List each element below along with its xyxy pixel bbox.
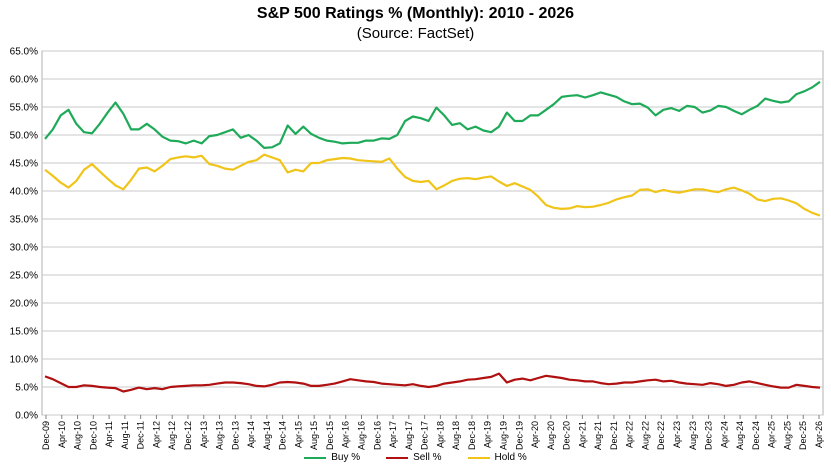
x-tick-label: Dec-24 [751,421,761,450]
series-buy-line [44,80,821,149]
plot-area [41,50,824,416]
legend-label-hold: Hold % [494,452,527,463]
x-tick-label: Apr-26 [814,421,824,448]
x-tick-label: Apr-23 [672,421,682,448]
y-tick-label: 65.0% [10,47,38,58]
x-tick-label: Aug-19 [498,421,508,450]
x-tick-label: Dec-09 [41,421,51,450]
x-tick-label: Dec-17 [420,421,430,450]
legend-label-buy: Buy % [331,452,361,463]
y-tick-label: 55.0% [10,103,38,114]
x-tick-label: Aug-25 [782,421,792,450]
legend-label-sell: Sell % [413,452,442,463]
x-tick-label: Aug-20 [546,421,556,450]
x-tick-label: Dec-22 [656,421,666,450]
legend-swatch-hold [467,456,490,459]
x-tick-label: Apr-15 [293,421,303,448]
x-tick-label: Dec-18 [467,421,477,450]
x-tick-label: Dec-25 [798,421,808,450]
x-tick-label: Apr-13 [199,421,209,448]
x-tick-label: Apr-18 [435,421,445,448]
legend-swatch-buy [304,456,327,459]
x-tick-label: Apr-14 [246,421,256,448]
y-tick-label: 20.0% [10,299,38,310]
y-tick-label: 35.0% [10,215,38,226]
x-tick-label: Aug-23 [688,421,698,450]
y-tick-label: 10.0% [10,355,38,366]
x-tick-label: Apr-10 [57,421,67,448]
x-tick-label: Aug-11 [120,421,130,449]
x-tick-label: Aug-21 [593,421,603,450]
legend-item-sell: Sell % [386,452,442,463]
x-tick-label: Aug-15 [309,421,319,450]
y-tick-label: 45.0% [10,159,38,170]
x-tick-label: Dec-11 [136,421,146,449]
y-tick-label: 5.0% [15,383,38,394]
chart-subtitle: (Source: FactSet) [356,25,475,42]
x-tick-label: Aug-10 [73,421,83,450]
x-tick-label: Dec-15 [325,421,335,450]
x-tick-label: Apr-25 [767,421,777,448]
legend-swatch-sell [386,456,409,459]
x-tick-label: Aug-18 [451,421,461,450]
y-tick-label: 40.0% [10,187,38,198]
x-tick-label: Dec-10 [88,421,98,450]
chart-legend: Buy % Sell % Hold % [0,452,831,463]
x-tick-label: Dec-20 [562,421,572,450]
x-tick-label: Apr-16 [341,421,351,448]
series-sell-line [44,372,821,393]
x-tick-label: Aug-22 [640,421,650,450]
x-tick-label: Dec-12 [183,421,193,450]
legend-item-buy: Buy % [304,452,360,463]
y-tick-label: 50.0% [10,131,38,142]
x-tick-label: Apr-19 [483,421,493,448]
x-tick-label: Aug-16 [357,421,367,450]
x-tick-label: Dec-21 [609,421,619,450]
x-tick-label: Aug-14 [262,421,272,450]
y-tick-label: 0.0% [15,411,38,422]
y-tick-label: 30.0% [10,243,38,254]
x-tick-label: Aug-13 [215,421,225,450]
x-tick-label: Dec-16 [372,421,382,450]
x-tick-label: Dec-13 [230,421,240,450]
legend-item-hold: Hold % [467,452,527,463]
x-tick-label: Aug-24 [735,421,745,450]
x-tick-label: Apr-12 [151,421,161,448]
x-tick-label: Aug-17 [404,421,414,450]
x-tick-label: Apr-24 [719,421,729,448]
x-tick-label: Dec-14 [278,421,288,450]
x-tick-label: Apr-11 [104,421,114,447]
x-tick-label: Dec-19 [514,421,524,450]
x-tick-label: Apr-21 [577,421,587,448]
x-tick-label: Dec-23 [704,421,714,450]
chart-title: S&P 500 Ratings % (Monthly): 2010 - 2026 [256,5,575,22]
y-tick-label: 25.0% [10,271,38,282]
y-tick-label: 60.0% [10,75,38,86]
x-tick-label: Apr-20 [530,421,540,448]
x-tick-label: Apr-22 [625,421,635,448]
y-tick-label: 15.0% [10,327,38,338]
x-tick-label: Apr-17 [388,421,398,448]
series-hold-line [44,153,821,217]
x-tick-label: Aug-12 [167,421,177,450]
